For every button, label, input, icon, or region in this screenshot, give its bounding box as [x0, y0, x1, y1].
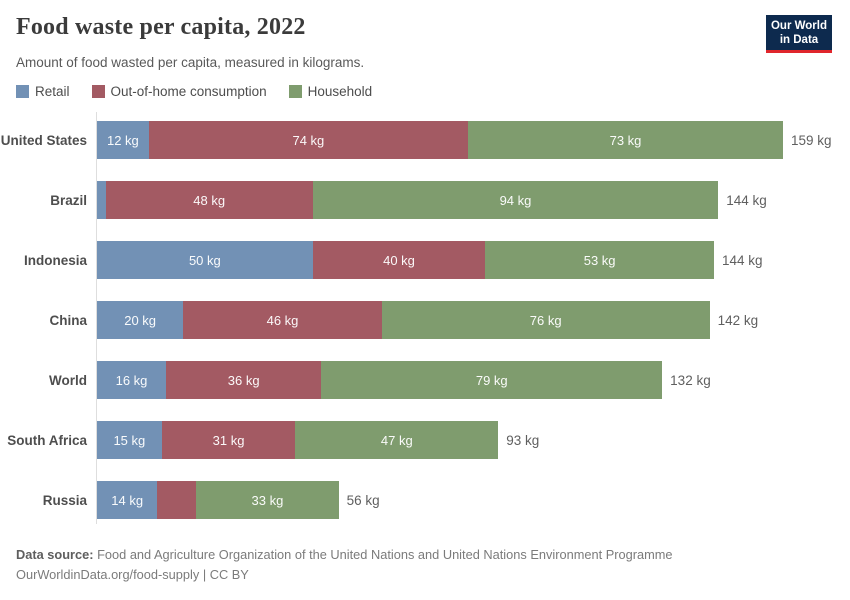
bar-segment-retail[interactable]: 14 kg — [97, 481, 158, 519]
bar-segment-household[interactable]: 47 kg — [295, 421, 499, 459]
category-label: South Africa — [7, 432, 87, 448]
bar-row: World 16 kg 36 kg 79 kg 132 kg — [0, 350, 850, 410]
category-label: China — [49, 312, 87, 328]
segment-value-label: 48 kg — [193, 192, 226, 208]
total-label: 132 kg — [670, 372, 711, 388]
bar-segment-out-of-home-consumption[interactable]: 74 kg — [148, 121, 469, 159]
legend-label: Household — [307, 84, 373, 99]
bar-segment-out-of-home-consumption[interactable]: 36 kg — [166, 361, 322, 399]
footer-source-label: Data source: — [16, 547, 94, 562]
segment-value-label: 46 kg — [266, 312, 299, 328]
segment-value-label: 15 kg — [113, 432, 146, 448]
segment-value-label: 74 kg — [292, 132, 325, 148]
bar-segment-out-of-home-consumption[interactable]: 48 kg — [105, 181, 313, 219]
total-label: 159 kg — [790, 132, 832, 148]
category-label: Brazil — [50, 192, 87, 208]
footer: Data source: Food and Agriculture Organi… — [16, 545, 834, 586]
footer-source-line: Data source: Food and Agriculture Organi… — [16, 545, 834, 565]
owid-logo[interactable]: Our World in Data — [766, 15, 832, 53]
bar-segment-out-of-home-consumption[interactable] — [157, 481, 197, 519]
bar-segment-out-of-home-consumption[interactable]: 46 kg — [183, 301, 382, 339]
bar-segment-retail[interactable]: 50 kg — [97, 241, 313, 279]
segment-value-label: 94 kg — [499, 192, 532, 208]
bar-segment-retail[interactable]: 12 kg — [97, 121, 149, 159]
bar-segment-out-of-home-consumption[interactable]: 31 kg — [161, 421, 296, 459]
footer-separator: | — [199, 567, 210, 583]
footer-source-text: Food and Agriculture Organization of the… — [97, 547, 673, 562]
footer-url-link[interactable]: OurWorldinData.org/food-supply — [16, 567, 200, 583]
segment-value-label: 76 kg — [529, 312, 562, 328]
total-label: 56 kg — [346, 492, 380, 508]
bar-segment-household[interactable]: 76 kg — [381, 301, 710, 339]
total-label: 144 kg — [726, 192, 767, 208]
stacked-bar: 12 kg 74 kg 73 kg — [97, 121, 783, 159]
stacked-bar: 50 kg 40 kg 53 kg — [97, 241, 714, 279]
owid-logo-line2: in Data — [779, 34, 819, 46]
bar-segment-household[interactable]: 79 kg — [321, 361, 663, 399]
bar-segment-retail[interactable]: 16 kg — [97, 361, 167, 399]
category-label: United States — [0, 132, 87, 148]
segment-value-label: 12 kg — [106, 132, 139, 148]
legend-label: Retail — [35, 84, 70, 99]
legend-swatch-icon — [288, 85, 302, 98]
bar-row: China 20 kg 46 kg 76 kg 142 kg — [0, 290, 850, 350]
bar-row: Russia 14 kg 33 kg 56 kg — [0, 470, 850, 530]
stacked-bar: 48 kg 94 kg — [97, 181, 719, 219]
bar-row: United States 12 kg 74 kg 73 kg 159 kg — [0, 110, 850, 170]
segment-value-label: 16 kg — [115, 372, 148, 388]
segment-value-label: 73 kg — [609, 132, 642, 148]
footer-license: CC BY — [209, 567, 249, 583]
segment-value-label: 31 kg — [212, 432, 245, 448]
bar-segment-household[interactable]: 73 kg — [468, 121, 783, 159]
bar-segment-out-of-home-consumption[interactable]: 40 kg — [312, 241, 486, 279]
category-label: Indonesia — [23, 252, 87, 268]
segment-value-label: 53 kg — [583, 252, 616, 268]
bar-row: Indonesia 50 kg 40 kg 53 kg 144 kg — [0, 230, 850, 290]
total-label: 144 kg — [721, 252, 763, 268]
bar-segment-retail[interactable]: 15 kg — [97, 421, 162, 459]
total-label: 142 kg — [717, 312, 759, 328]
footer-license-line: OurWorldinData.org/food-supply | CC BY — [16, 565, 834, 585]
segment-value-label: 14 kg — [111, 492, 144, 508]
bar-row: South Africa 15 kg 31 kg 47 kg 93 kg — [0, 410, 850, 470]
segment-value-label: 36 kg — [227, 372, 260, 388]
stacked-bar-chart: United States 12 kg 74 kg 73 kg 159 kg Brazil… — [0, 110, 850, 530]
segment-value-label: 79 kg — [475, 372, 508, 388]
category-label: Russia — [42, 492, 87, 508]
segment-value-label: 50 kg — [188, 252, 221, 268]
segment-value-label: 40 kg — [383, 252, 415, 268]
legend-item-household[interactable]: Household — [288, 84, 373, 99]
segment-value-label: 47 kg — [380, 432, 413, 448]
bar-segment-retail[interactable]: 20 kg — [97, 301, 184, 339]
segment-value-label: 33 kg — [251, 492, 284, 508]
legend-swatch-icon — [16, 85, 29, 98]
chart-subtitle: Amount of food wasted per capita, measur… — [16, 55, 365, 70]
bar-segment-household[interactable]: 94 kg — [312, 181, 719, 219]
bar-segment-retail[interactable] — [97, 181, 106, 219]
stacked-bar: 20 kg 46 kg 76 kg — [97, 301, 710, 339]
legend-label: Out-of-home consumption — [110, 84, 267, 99]
owid-logo-line1: Our World — [770, 20, 827, 32]
bar-segment-household[interactable]: 33 kg — [196, 481, 339, 519]
bar-segment-household[interactable]: 53 kg — [485, 241, 714, 279]
bar-row: Brazil 48 kg 94 kg 144 kg — [0, 170, 850, 230]
segment-value-label: 20 kg — [124, 312, 157, 328]
legend-item-retail[interactable]: Retail — [16, 84, 70, 99]
category-label: World — [49, 372, 87, 388]
legend: Retail Out-of-home consumption Household — [16, 84, 372, 99]
stacked-bar: 15 kg 31 kg 47 kg — [97, 421, 499, 459]
legend-swatch-icon — [91, 85, 105, 98]
stacked-bar: 16 kg 36 kg 79 kg — [97, 361, 663, 399]
total-label: 93 kg — [506, 432, 540, 448]
chart-title: Food waste per capita, 2022 — [16, 14, 306, 40]
stacked-bar: 14 kg 33 kg — [97, 481, 339, 519]
y-axis-line — [96, 112, 97, 524]
legend-item-out-of-home-consumption[interactable]: Out-of-home consumption — [91, 84, 267, 99]
